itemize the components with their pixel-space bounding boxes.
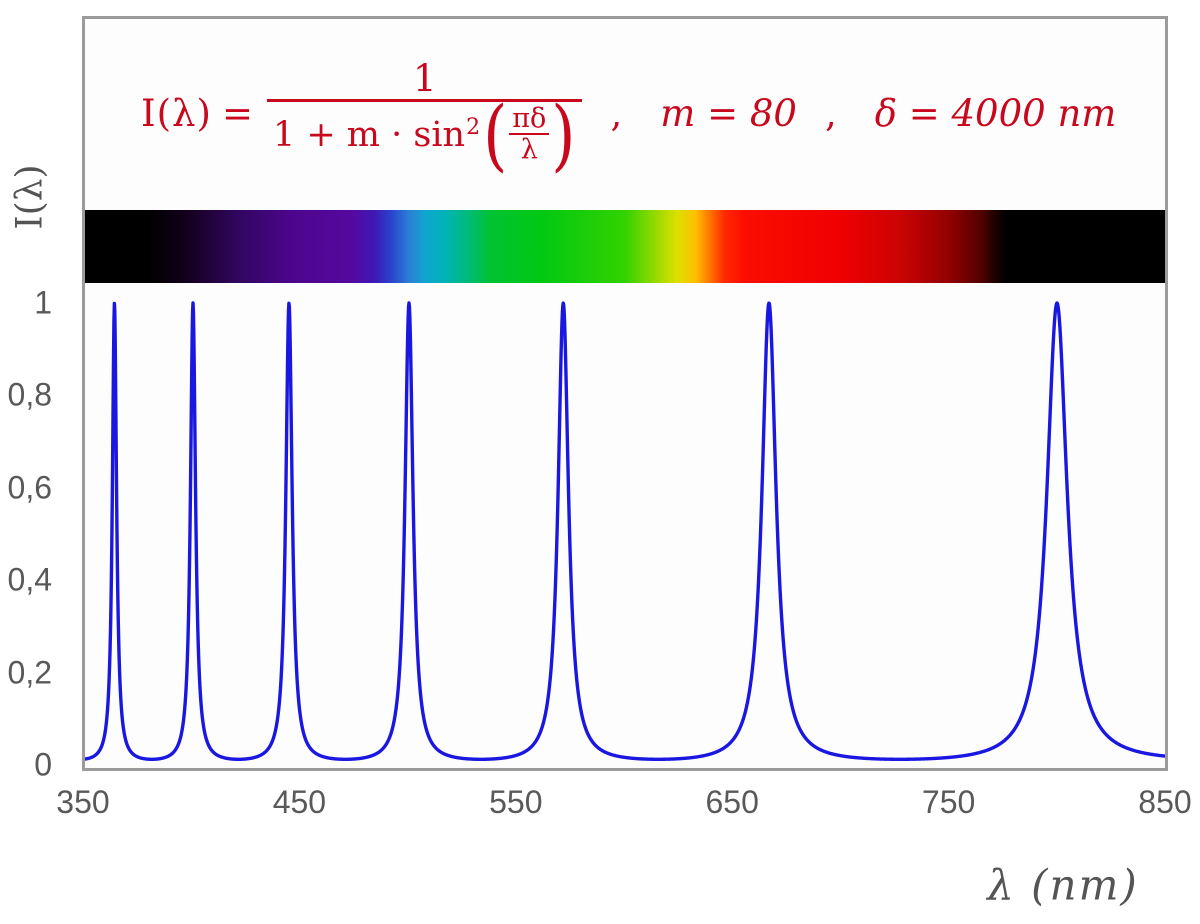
y-tick-label: 1 xyxy=(34,284,52,321)
y-tick-label: 0,6 xyxy=(7,469,52,506)
x-axis-tick-labels: 350 450 550 650 750 850 xyxy=(56,784,1191,824)
formula-comma-1: , xyxy=(610,91,623,135)
y-axis-title: I(λ) xyxy=(9,164,51,230)
x-tick-label: 350 xyxy=(56,784,110,820)
x-tick-label: 750 xyxy=(921,784,976,820)
param-delta: δ = 4000 nm xyxy=(874,91,1117,135)
denominator-text: 1 + m · sin xyxy=(272,114,466,155)
x-axis-title: λ (nm) xyxy=(987,860,1139,910)
inner-numerator: πδ xyxy=(512,103,547,135)
formula-comma-2: , xyxy=(824,91,837,135)
y-tick-label: 0,2 xyxy=(7,654,52,691)
formula-fraction: 1 1 + m · sin 2 ( πδ λ ) xyxy=(266,57,583,180)
right-paren: ) xyxy=(551,88,576,180)
y-axis-tick-labels: 0 0,2 0,4 0,6 0,8 1 xyxy=(0,285,52,783)
fraction-denominator: 1 + m · sin 2 ( πδ λ ) xyxy=(272,88,576,180)
formula-equals: = xyxy=(221,91,253,135)
x-tick-label: 650 xyxy=(705,784,759,820)
inner-fraction: πδ λ xyxy=(509,103,550,166)
param-m: m = 80 xyxy=(660,91,797,135)
x-tick-label: 550 xyxy=(489,784,543,820)
plot-frame: I(λ) = 1 1 + m · sin 2 ( πδ λ ) , m = 80 xyxy=(82,16,1168,771)
formula-lhs: I(λ) xyxy=(141,91,212,135)
inner-denominator: λ xyxy=(520,134,538,166)
formula: I(λ) = 1 1 + m · sin 2 ( πδ λ ) , m = 80 xyxy=(141,39,1116,187)
visible-spectrum-bar xyxy=(85,210,1165,283)
inner-fraction-bar xyxy=(509,133,550,136)
y-tick-label: 0,4 xyxy=(7,561,52,598)
y-tick-label: 0,8 xyxy=(7,376,52,413)
intensity-curve xyxy=(85,301,1165,761)
airy-function-line xyxy=(85,301,1165,761)
left-paren: ( xyxy=(483,88,508,180)
x-tick-label: 450 xyxy=(272,784,327,820)
x-tick-label: 850 xyxy=(1138,784,1192,820)
fraction-bar xyxy=(266,98,583,102)
y-tick-label: 0 xyxy=(34,746,52,783)
fraction-numerator: 1 xyxy=(412,57,437,101)
